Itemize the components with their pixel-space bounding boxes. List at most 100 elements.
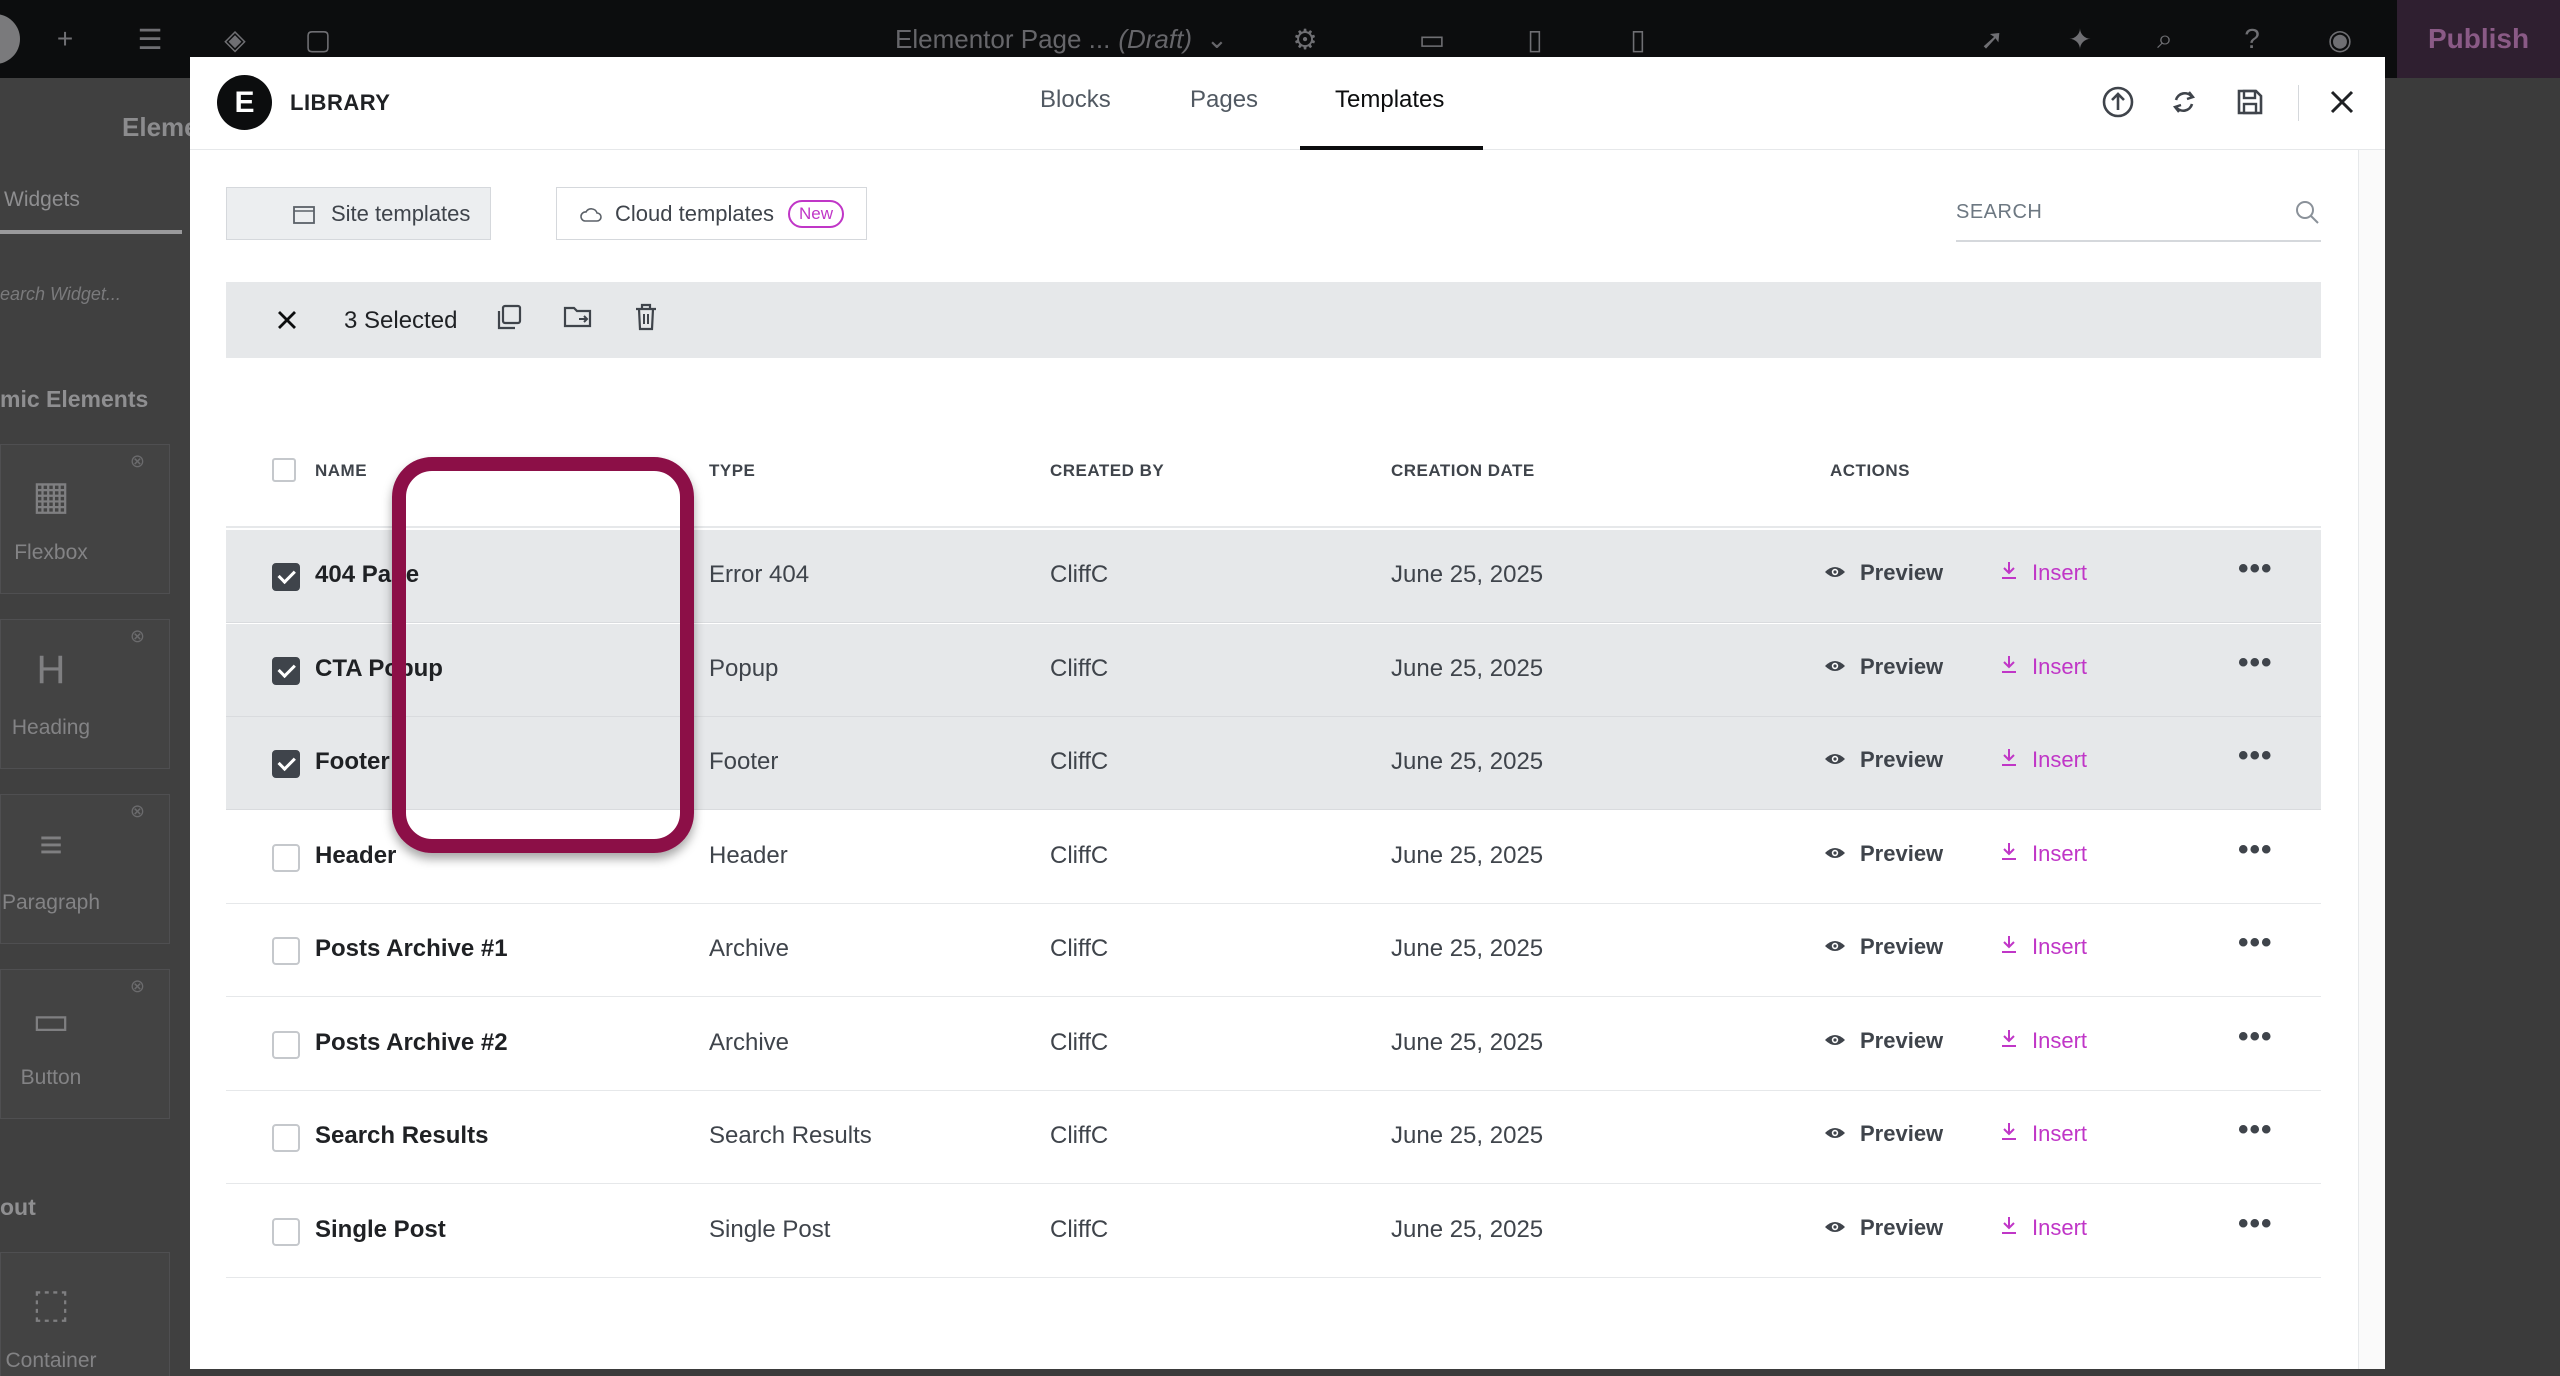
row-checkbox[interactable] [272, 656, 300, 685]
add-element-icon[interactable]: + [56, 23, 74, 54]
preview-button[interactable]: Preview [1824, 747, 1943, 773]
preview-button[interactable]: Preview [1824, 560, 1943, 586]
insert-button[interactable]: Insert [2000, 654, 2087, 680]
template-name[interactable]: Header [315, 841, 397, 869]
preview-eye-icon[interactable]: ◉ [2327, 23, 2353, 55]
table-row[interactable]: Posts Archive #2 Archive CliffC June 25, 20… [226, 998, 2321, 1091]
table-row[interactable]: 404 Page Error 404 CliffC June 25, 2025 Prev… [226, 530, 2321, 623]
widget-heading[interactable]: H Heading ⊗ [0, 619, 170, 769]
insert-button[interactable]: Insert [2000, 560, 2087, 586]
column-creation-date[interactable]: CREATION DATE [1391, 461, 1535, 480]
pro-icon: ⊗ [129, 801, 145, 821]
insert-button[interactable]: Insert [2000, 1215, 2087, 1241]
table-row[interactable]: Footer Footer CliffC June 25, 2025 Preview In… [226, 717, 2321, 810]
eye-icon [1824, 1028, 1846, 1054]
row-checkbox[interactable] [272, 563, 300, 591]
desktop-view-icon[interactable]: ▭ [1418, 23, 1446, 55]
preview-button[interactable]: Preview [1824, 1028, 1943, 1054]
sync-icon[interactable] [2164, 82, 2204, 122]
settings-sliders-icon[interactable]: ☰ [137, 23, 163, 55]
row-checkbox[interactable] [272, 1217, 300, 1246]
template-author: CliffC [1050, 841, 1109, 869]
table-row[interactable]: Single Post Single Post CliffC June 25, 202… [226, 1185, 2321, 1278]
table-row[interactable]: CTA Popup Popup CliffC June 25, 2025 Preview… [226, 623, 2321, 717]
template-date: June 25, 2025 [1391, 841, 1544, 869]
row-checkbox[interactable] [272, 1030, 300, 1059]
more-options-icon[interactable]: ••• [2238, 552, 2273, 585]
more-options-icon[interactable]: ••• [2238, 1019, 2273, 1053]
insert-button[interactable]: Insert [2000, 1028, 2087, 1054]
tablet-view-icon[interactable]: ▯ [1527, 23, 1543, 55]
template-name[interactable]: CTA Popup [315, 654, 443, 682]
close-icon[interactable] [2322, 82, 2362, 122]
widget-button[interactable]: ▭ Button ⊗ [0, 969, 170, 1119]
selected-count: 3 Selected [344, 307, 458, 334]
table-row[interactable]: Posts Archive #1 Archive CliffC June 25, 20… [226, 904, 2321, 997]
tab-widgets[interactable]: Widgets [4, 188, 80, 211]
download-icon [2000, 934, 2018, 960]
preview-button[interactable]: Preview [1824, 841, 1943, 867]
row-checkbox[interactable] [272, 937, 300, 965]
cloud-templates-button[interactable]: Cloud templates New [556, 187, 867, 240]
column-created-by[interactable]: CREATED BY [1050, 461, 1165, 480]
category-layout[interactable]: out [0, 1194, 36, 1220]
layers-icon[interactable]: ◈ [224, 23, 246, 55]
help-icon[interactable]: ? [2244, 23, 2260, 54]
elementor-logo[interactable] [0, 14, 20, 64]
table-row[interactable]: Header Header CliffC June 25, 2025 Preview In… [226, 811, 2321, 904]
more-options-icon[interactable]: ••• [2238, 832, 2273, 866]
move-to-folder-icon[interactable] [562, 302, 594, 337]
insert-button[interactable]: Insert [2000, 841, 2087, 867]
upload-icon[interactable] [2098, 82, 2138, 122]
site-templates-button[interactable]: Site templates [226, 187, 491, 240]
publish-button[interactable]: Publish [2397, 0, 2560, 78]
rocket-icon[interactable]: ➚ [1980, 23, 2004, 55]
mobile-view-icon[interactable]: ▯ [1630, 23, 1646, 55]
row-checkbox[interactable] [272, 750, 300, 778]
more-options-icon[interactable]: ••• [2238, 739, 2273, 772]
duplicate-icon[interactable] [494, 302, 524, 337]
preview-button[interactable]: Preview [1824, 1121, 1943, 1147]
column-name[interactable]: NAME [315, 461, 368, 480]
tab-templates[interactable]: Templates [1335, 86, 1445, 113]
clear-selection-icon[interactable] [276, 300, 298, 339]
preview-button[interactable]: Preview [1824, 654, 1943, 680]
search-input[interactable]: SEARCH [1956, 201, 2043, 223]
select-all-checkbox[interactable] [272, 458, 296, 482]
insert-button[interactable]: Insert [2000, 747, 2087, 773]
preview-button[interactable]: Preview [1824, 1215, 1943, 1241]
category-basic-elements[interactable]: mic Elements [0, 386, 149, 412]
template-name[interactable]: Footer [315, 748, 390, 775]
document-title[interactable]: Elementor Page ... (Draft) ⌄ [895, 23, 1228, 54]
widget-paragraph[interactable]: ≡ Paragraph ⊗ [0, 794, 170, 944]
comments-icon[interactable]: ▢ [304, 23, 332, 55]
insert-button[interactable]: Insert [2000, 1121, 2087, 1147]
search-icon[interactable] [2294, 199, 2320, 230]
more-options-icon[interactable]: ••• [2238, 645, 2273, 679]
tab-pages[interactable]: Pages [1190, 86, 1259, 113]
insert-button[interactable]: Insert [2000, 934, 2087, 960]
page-settings-icon[interactable]: ⚙ [1292, 23, 1318, 55]
table-row[interactable]: Search Results Search Results CliffC June 2… [226, 1091, 2321, 1184]
widget-flexbox[interactable]: ▦ Flexbox ⊗ [0, 444, 170, 594]
column-type[interactable]: TYPE [709, 461, 756, 480]
template-name[interactable]: Single Post [315, 1215, 446, 1243]
widget-container[interactable]: ⬚ Container [0, 1252, 170, 1376]
more-options-icon[interactable]: ••• [2238, 926, 2273, 959]
preview-button[interactable]: Preview [1824, 934, 1943, 960]
search-icon[interactable]: ⌕ [2157, 22, 2173, 54]
save-icon[interactable] [2230, 82, 2270, 122]
pro-icon: ⊗ [129, 451, 145, 471]
scrollbar[interactable] [2358, 150, 2385, 1369]
template-name[interactable]: Posts Archive #1 [315, 935, 508, 962]
tab-blocks[interactable]: Blocks [1040, 86, 1111, 113]
row-checkbox[interactable] [272, 843, 300, 872]
template-name[interactable]: Posts Archive #2 [315, 1028, 508, 1056]
notifications-icon[interactable]: ✦ [2068, 23, 2092, 55]
template-name[interactable]: Search Results [315, 1122, 489, 1149]
more-options-icon[interactable]: ••• [2238, 1113, 2273, 1146]
trash-icon[interactable] [632, 302, 660, 337]
row-checkbox[interactable] [272, 1124, 300, 1152]
more-options-icon[interactable]: ••• [2238, 1206, 2273, 1240]
widget-search-input[interactable]: earch Widget... [0, 284, 121, 304]
